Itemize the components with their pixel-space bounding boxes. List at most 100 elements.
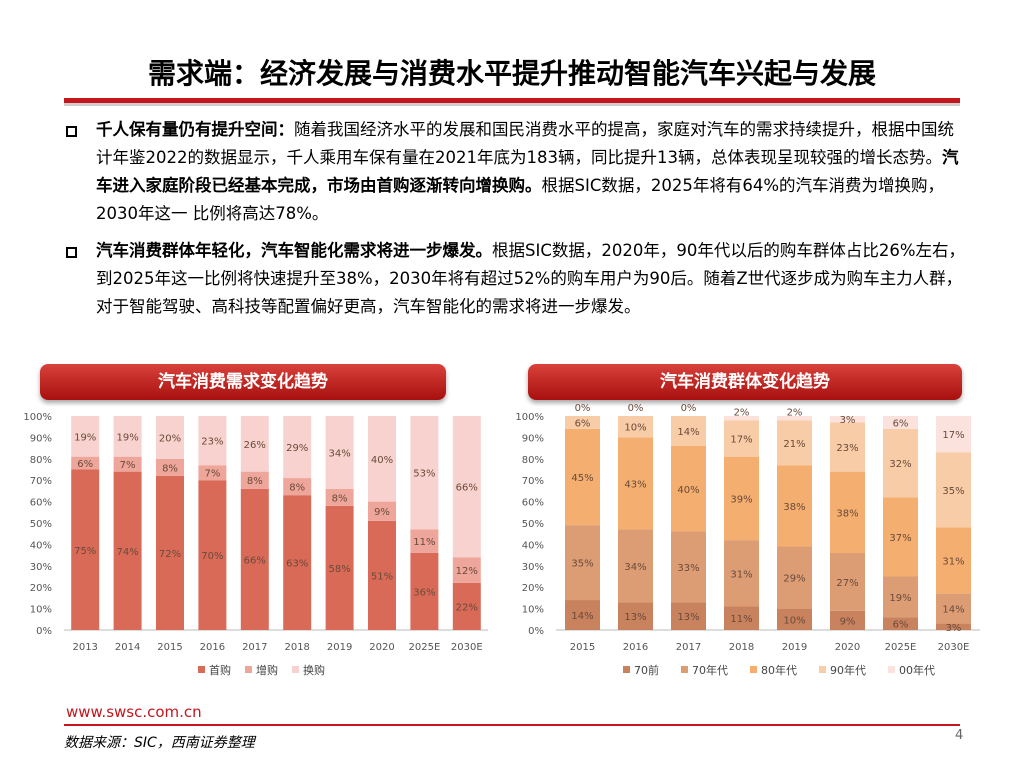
x-tick-label: 2013 — [72, 642, 97, 653]
y-tick-label: 40% — [522, 540, 544, 551]
bar-segment — [113, 471, 142, 630]
data-label: 74% — [116, 547, 138, 558]
legend-swatch — [623, 666, 630, 673]
legend-swatch — [888, 666, 895, 673]
legend-label: 90年代 — [830, 663, 866, 677]
bar-segment — [156, 416, 184, 459]
bar-segment — [198, 465, 227, 481]
y-tick-label: 80% — [30, 455, 52, 466]
bar-segment — [618, 437, 653, 530]
bar-segment — [830, 610, 865, 630]
data-label: 34% — [624, 562, 646, 573]
data-label: 39% — [730, 494, 752, 505]
bar-segment — [724, 420, 759, 457]
data-label: 45% — [571, 473, 593, 484]
data-label: 2% — [734, 407, 750, 418]
data-label: 66% — [456, 483, 478, 494]
data-label: 14% — [677, 427, 699, 438]
data-label: 37% — [889, 533, 911, 544]
bar-segment — [71, 456, 100, 470]
data-label: 13% — [624, 612, 646, 623]
legend-label: 80年代 — [761, 663, 797, 677]
legend-label: 增购 — [256, 663, 278, 677]
bar-segment — [283, 416, 312, 479]
bar-segment — [618, 602, 653, 630]
bar-segment — [883, 497, 918, 577]
data-label: 29% — [783, 574, 805, 585]
bar-segment — [325, 505, 354, 630]
bar-segment — [71, 416, 100, 457]
data-label: 29% — [286, 443, 308, 454]
data-label: 3% — [840, 415, 856, 426]
data-label: 40% — [677, 485, 699, 496]
bar-segment — [325, 488, 354, 506]
y-tick-label: 10% — [522, 605, 544, 616]
data-label: 23% — [836, 443, 858, 454]
demand-trend-svg: 0% 10% 20% 30% 40% 50% 60% 70% 80% 90% 100% 75% 6% 19… — [23, 412, 488, 677]
bullet-square-icon — [66, 247, 77, 258]
y-tick-label: 20% — [30, 583, 52, 594]
footer-source: 数据来源：SIC，西南证券整理 — [64, 735, 255, 751]
y-tick-label: 30% — [30, 562, 52, 573]
x-tick-label: 2014 — [115, 642, 140, 653]
y-tick-label: 70% — [30, 476, 52, 487]
data-label: 10% — [624, 423, 646, 434]
y-tick-label: 0% — [528, 626, 544, 637]
footer-divider — [64, 724, 960, 726]
data-label: 33% — [677, 563, 699, 574]
bar-segment — [777, 608, 812, 630]
bar-segment — [565, 525, 600, 601]
data-label: 19% — [116, 432, 138, 443]
legend-label: 70年代 — [692, 663, 728, 677]
data-label: 35% — [571, 559, 593, 570]
title-divider — [64, 98, 960, 105]
data-label: 23% — [201, 437, 223, 448]
legend-swatch — [750, 666, 757, 673]
data-label: 2% — [787, 407, 803, 418]
legend-swatch — [681, 666, 688, 673]
paragraph-younger-buyers: 汽车消费群体年轻化，汽车智能化需求将进一步爆发。根据SIC数据，2020年，90… — [96, 237, 966, 321]
data-label: 26% — [244, 440, 266, 451]
x-tick-label: 2016 — [623, 642, 648, 653]
bar-segment — [777, 416, 812, 421]
data-label: 17% — [730, 434, 752, 445]
x-tick-label: 2018 — [284, 642, 309, 653]
data-label: 6% — [893, 620, 909, 631]
bar-segment — [156, 458, 184, 476]
legend-swatch — [292, 666, 299, 673]
bar-segment — [156, 475, 184, 630]
legend-swatch — [198, 666, 205, 673]
y-tick-label: 60% — [522, 498, 544, 509]
data-label: 0% — [575, 404, 591, 414]
data-label: 8% — [332, 493, 348, 504]
data-label: 0% — [628, 404, 644, 414]
footer-url[interactable]: www.swsc.com.cn — [66, 703, 202, 721]
bar-segment — [936, 452, 971, 528]
x-tick-label: 2030E — [451, 642, 483, 653]
data-label: 72% — [159, 549, 181, 560]
y-tick-label: 80% — [522, 455, 544, 466]
bar-segment — [883, 617, 918, 630]
data-label: 8% — [247, 476, 263, 487]
y-tick-label: 50% — [30, 519, 52, 530]
x-tick-label: 2017 — [242, 642, 267, 653]
buyer-groups-svg: 0% 10% 20% 30% 40% 50% 60% 70% 80% 90% 100% 14% 35% 4… — [515, 404, 980, 677]
data-label: 8% — [162, 463, 178, 474]
data-label: 11% — [413, 537, 435, 548]
bar-segment — [936, 416, 971, 453]
bar-segment — [410, 416, 439, 530]
paragraph-car-ownership: 千人保有量仍有提升空间：随着我国经济水平的发展和国民消费水平的提高，家庭对汽车的… — [96, 116, 966, 228]
data-label: 9% — [374, 507, 390, 518]
data-label: 38% — [783, 502, 805, 513]
x-tick-label: 2019 — [782, 642, 807, 653]
data-label: 6% — [77, 459, 93, 470]
bar-segment — [71, 469, 100, 630]
data-label: 14% — [571, 611, 593, 622]
y-tick-label: 100% — [23, 412, 52, 423]
bar-segment — [671, 531, 706, 603]
x-tick-label: 2025E — [885, 642, 917, 653]
y-tick-label: 60% — [30, 498, 52, 509]
bar-segment — [777, 420, 812, 466]
text-run: 根据SIC数据，2025年将有64%的汽车消费为增换购，2030年这一 比例将高… — [96, 176, 945, 223]
data-label: 8% — [289, 483, 305, 494]
